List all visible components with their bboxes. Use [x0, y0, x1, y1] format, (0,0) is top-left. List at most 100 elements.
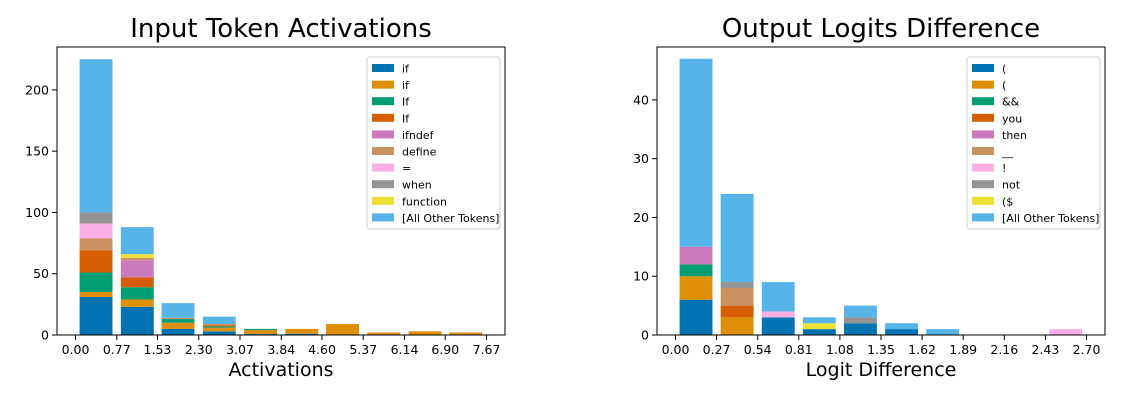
legend-label-ifndef: ifndef	[402, 129, 435, 142]
legend-box	[366, 56, 501, 230]
legend-swatch-symbol	[972, 64, 994, 72]
bar-symbol-bin-9	[1049, 329, 1083, 335]
legend-label-you: you	[1002, 112, 1022, 125]
bars	[79, 59, 483, 335]
bar-if-bin-2	[161, 322, 195, 329]
chart-title: Input Token Activations	[130, 14, 432, 44]
legend-swatch-symbol	[972, 196, 994, 205]
bar-if-bin-1	[120, 299, 154, 307]
bar-if-bin-0	[79, 292, 113, 298]
bar-symbol-bin-3	[802, 323, 836, 330]
bar-if-bin-5	[285, 333, 319, 335]
x-tick-label: 0.27	[703, 342, 731, 357]
x-axis-label: Activations	[228, 359, 333, 381]
y-tick-label: 0	[641, 328, 649, 343]
bar-not-bin-4	[844, 317, 877, 324]
bar-if-bin-7	[367, 332, 401, 335]
bar-if-bin-1	[120, 287, 154, 300]
bar-if-bin-0	[79, 272, 113, 293]
legend-label-symbol: =	[402, 162, 411, 175]
legend-label-symbol: !	[1002, 162, 1006, 175]
bar-if-bin-4	[244, 330, 277, 334]
bar-define-bin-1	[120, 257, 154, 261]
legend-swatch-ifndef	[372, 130, 394, 139]
y-tick-label: 100	[25, 205, 49, 220]
legend-label-symbol: (	[1002, 79, 1006, 92]
legend-label-symbol: ($	[1002, 195, 1013, 208]
x-tick-label: 2.16	[990, 342, 1018, 357]
bar-if-bin-9	[449, 332, 483, 335]
legend-label-symbol: (	[1002, 63, 1006, 76]
bar-if-bin-4	[244, 328, 277, 331]
x-tick-label: 7.67	[473, 342, 501, 357]
bar-symbol-bin-1	[720, 317, 754, 335]
x-tick-label: 0.00	[662, 342, 690, 357]
legend-swatch-all-other-tokens	[372, 213, 394, 222]
chart-output-logits-difference: Output Logits Difference 0.00 0.27 0.54 0.81…	[633, 14, 1106, 381]
bar-if-bin-2	[161, 319, 195, 323]
legend-label-symbol: __	[1001, 146, 1014, 159]
legend: (( && you then __! not ($ [All Other Token…	[966, 56, 1101, 230]
legend-label-if: if	[402, 63, 410, 76]
bar-ifndef-bin-1	[120, 260, 154, 278]
y-tick-label: 20	[633, 210, 649, 225]
bar-symbol-bin-5	[885, 329, 918, 335]
bar-all-other-tokens-bin-5	[885, 323, 918, 330]
y-tick-label: 200	[25, 82, 49, 97]
legend-swatch-symbol	[972, 163, 994, 172]
legend-swatch-all-other-tokens	[972, 213, 994, 222]
y-tick-label: 10	[633, 269, 649, 284]
bar-all-other-tokens-bin-0	[679, 58, 713, 247]
legend-label-symbol: &&	[1002, 96, 1020, 109]
x-tick-label: 1.08	[826, 342, 854, 357]
legend-label-all-other-tokens: [All Other Tokens]	[402, 212, 499, 225]
legend-swatch-then	[972, 130, 994, 139]
bar-when-bin-0	[79, 212, 113, 224]
bar-you-bin-1	[720, 305, 754, 318]
x-tick-label: 5.37	[349, 342, 377, 357]
y-tick-label: 30	[633, 151, 649, 166]
bar-if-bin-5	[285, 328, 319, 334]
bar-all-other-tokens-bin-1	[720, 193, 754, 283]
bar-if-bin-6	[326, 323, 359, 335]
legend-swatch-if	[372, 80, 394, 89]
x-tick-label: 2.43	[1031, 342, 1059, 357]
x-tick-label: 2.30	[185, 342, 213, 357]
bar-function-bin-1	[120, 254, 154, 258]
bar-symbol-bin-0	[79, 223, 113, 239]
legend-swatch-symbol	[372, 163, 394, 172]
legend-box	[966, 56, 1101, 230]
bar-all-other-tokens-bin-0	[79, 59, 113, 213]
legend-label-all-other-tokens: [All Other Tokens]	[1002, 212, 1099, 225]
x-tick-label: 0.54	[744, 342, 772, 357]
bar-if-bin-1	[120, 306, 154, 335]
bar-if-bin-0	[79, 250, 113, 273]
legend-label-if: If	[402, 112, 410, 125]
legend-label-then: then	[1002, 129, 1027, 142]
x-axis: 0.00 0.27 0.54 0.81 1.08 1.35 1.62 1.89 2.16 2.43…	[662, 335, 1100, 381]
bars	[679, 58, 1083, 335]
bar-symbol-bin-3	[802, 329, 836, 335]
legend-swatch-function	[372, 196, 394, 205]
x-tick-label: 1.35	[867, 342, 895, 357]
bar-if-bin-1	[120, 277, 154, 288]
y-tick-label: 50	[33, 266, 49, 281]
bar-all-other-tokens-bin-3	[802, 317, 836, 324]
legend-swatch-symbol	[972, 147, 994, 155]
x-tick-label: 6.14	[391, 342, 419, 357]
chart-title: Output Logits Difference	[722, 14, 1040, 44]
bar-symbol-bin-0	[679, 276, 713, 300]
x-tick-label: 4.60	[308, 342, 336, 357]
bar-all-other-tokens-bin-4	[844, 305, 877, 318]
y-tick-label: 0	[41, 328, 49, 343]
bar-if-bin-3	[202, 325, 236, 327]
bar-symbol-bin-0	[679, 299, 713, 335]
x-axis-label: Logit Difference	[806, 359, 957, 381]
bar-symbol-bin-1	[720, 287, 754, 306]
legend-swatch-not	[972, 180, 994, 189]
bar-not-bin-1	[720, 282, 754, 288]
bar-symbol-bin-4	[844, 323, 877, 335]
legend-label-if: if	[402, 79, 410, 92]
legend: if if If If ifndef define = when function [Al…	[366, 56, 501, 230]
bar-all-other-tokens-bin-2	[761, 282, 795, 312]
